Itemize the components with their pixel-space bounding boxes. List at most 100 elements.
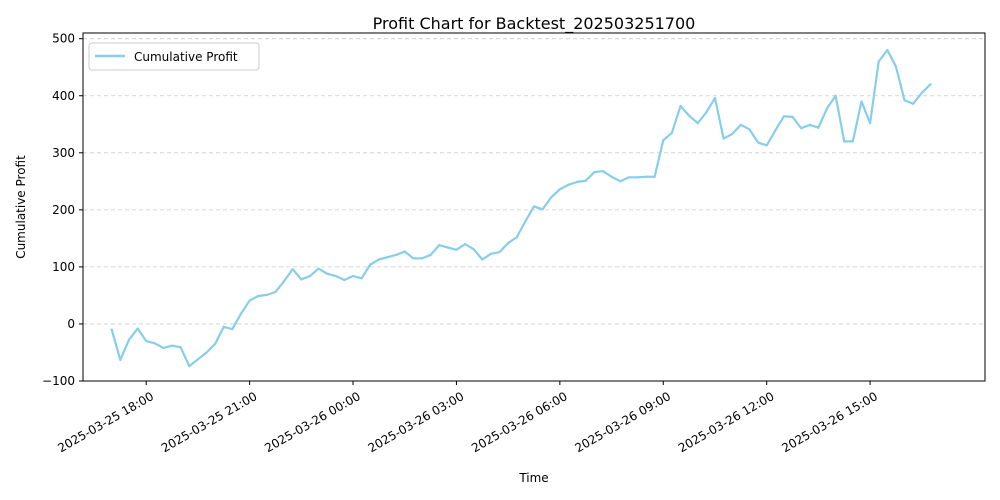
y-tick-label: 300	[52, 146, 75, 160]
data-point	[403, 250, 406, 253]
data-point	[800, 127, 803, 130]
data-point	[705, 111, 708, 114]
data-point	[670, 131, 673, 134]
data-point	[343, 278, 346, 282]
data-point	[136, 327, 139, 330]
data-point	[351, 274, 355, 278]
data-point	[731, 132, 734, 136]
data-point	[188, 365, 191, 368]
data-point	[541, 208, 544, 211]
data-point	[196, 358, 199, 361]
y-tick-label: 0	[67, 317, 75, 331]
y-tick-label: 400	[52, 89, 75, 103]
data-point	[610, 175, 613, 178]
data-point	[601, 169, 605, 173]
data-point	[222, 325, 225, 328]
data-point	[739, 123, 742, 126]
data-point	[524, 220, 527, 223]
data-point	[110, 328, 113, 331]
data-point	[300, 278, 303, 281]
legend-box	[88, 42, 260, 71]
data-point	[472, 248, 475, 251]
data-point	[507, 241, 510, 245]
data-point	[429, 253, 432, 257]
data-point	[550, 196, 553, 199]
data-point	[903, 99, 906, 102]
data-point	[584, 179, 587, 182]
data-point	[162, 346, 165, 350]
data-point	[463, 242, 467, 246]
legend-label: Cumulative Profit	[134, 50, 238, 64]
data-point	[231, 327, 234, 331]
y-tick-label: 500	[52, 32, 75, 46]
data-point	[817, 126, 820, 129]
data-point	[308, 274, 312, 278]
data-point	[282, 280, 286, 283]
data-point	[644, 175, 648, 178]
data-point	[636, 176, 639, 179]
data-point	[774, 129, 777, 132]
data-point	[386, 256, 389, 259]
data-point	[145, 339, 148, 343]
data-point	[420, 257, 424, 260]
data-point	[558, 188, 561, 191]
data-point	[274, 290, 277, 294]
data-point	[886, 49, 889, 52]
data-point	[265, 293, 268, 296]
data-point	[765, 144, 768, 147]
data-point	[153, 342, 156, 345]
data-point	[782, 115, 786, 118]
data-point	[567, 183, 570, 186]
data-point	[369, 263, 372, 266]
data-point	[619, 180, 622, 183]
data-point	[756, 141, 760, 144]
data-point	[446, 246, 449, 249]
data-point	[834, 94, 837, 97]
y-tick-label: 100	[52, 260, 75, 274]
data-point	[179, 346, 182, 349]
data-point	[920, 91, 923, 94]
series-layer	[110, 49, 932, 368]
data-point	[722, 137, 725, 140]
data-point	[248, 299, 251, 302]
data-point	[257, 294, 260, 298]
data-point	[851, 140, 854, 143]
chart-title: Profit Chart for Backtest_202503251700	[373, 14, 696, 34]
data-point	[791, 115, 794, 118]
data-point	[860, 100, 863, 103]
y-axis-label: Cumulative Profit	[14, 155, 28, 259]
data-point	[214, 342, 217, 346]
data-point	[653, 175, 656, 178]
data-point	[498, 250, 501, 254]
data-point	[515, 236, 518, 239]
data-point	[688, 114, 691, 117]
data-point	[317, 267, 320, 270]
data-point	[575, 180, 579, 183]
data-point	[929, 83, 932, 86]
data-point	[877, 60, 880, 63]
data-point	[843, 140, 846, 143]
data-point	[127, 338, 131, 342]
data-point	[170, 344, 174, 347]
x-axis-label: Time	[518, 471, 548, 485]
data-point	[713, 96, 717, 100]
data-point	[377, 258, 380, 261]
series-line-cumulative-profit	[110, 49, 932, 368]
data-point	[489, 252, 493, 255]
data-point	[532, 205, 536, 208]
data-point	[291, 268, 294, 271]
data-point	[679, 104, 682, 108]
data-point	[412, 257, 415, 260]
data-point	[239, 312, 243, 315]
data-point	[696, 122, 699, 125]
data-point	[825, 107, 829, 110]
data-point	[662, 139, 665, 142]
data-point	[808, 123, 811, 126]
data-point	[593, 171, 596, 174]
data-point	[395, 253, 398, 257]
y-axis: −100 0 100 200 300 400 500	[42, 32, 83, 388]
y-tick-label: −100	[42, 374, 75, 388]
data-point	[894, 65, 898, 68]
